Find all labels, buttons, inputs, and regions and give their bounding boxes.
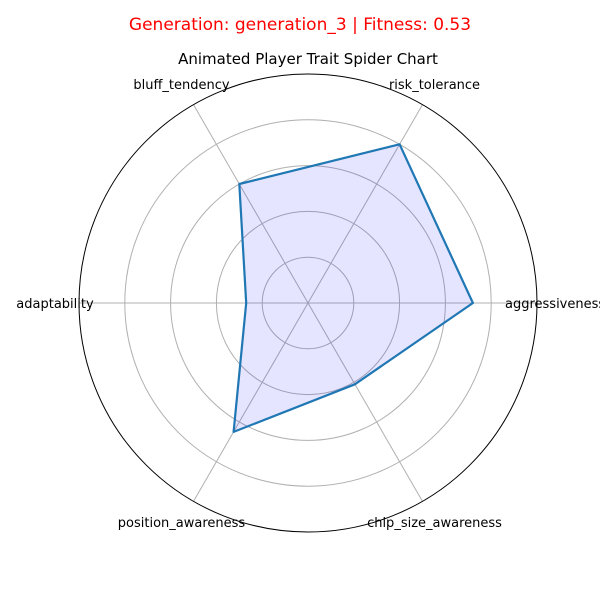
axis-label-risk_tolerance: risk_tolerance: [389, 78, 480, 93]
spoke-bluff_tendency: [193, 104, 309, 304]
axis-label-aggressiveness: aggressiveness: [505, 297, 600, 312]
data-point-aggressiveness: [472, 302, 474, 304]
data-point-chip_size_awareness: [354, 383, 356, 385]
axis-spokes: [79, 104, 537, 502]
spoke-position_awareness: [193, 302, 309, 502]
data-point-bluff_tendency: [238, 183, 240, 185]
spoke-chip_size_awareness: [307, 302, 423, 502]
series-layer: [232, 143, 474, 433]
axis-label-adaptability: adaptability: [16, 297, 94, 312]
axis-label-bluff_tendency: bluff_tendency: [133, 78, 230, 93]
polar-outline: [78, 73, 538, 533]
axis-label-chip_size_awareness: chip_size_awareness: [367, 516, 502, 531]
chart-title: Animated Player Trait Spider Chart: [178, 50, 438, 68]
axis-labels: aggressiveness risk_tolerance bluff_tenden…: [16, 78, 600, 531]
polar-outline-circle: [78, 73, 538, 533]
data-point-risk_tolerance: [399, 143, 401, 145]
spoke-risk_tolerance: [307, 104, 423, 304]
axis-label-position_awareness: position_awareness: [118, 516, 246, 531]
chart-suptitle: Generation: generation_3 | Fitness: 0.53: [129, 15, 471, 35]
data-point-position_awareness: [233, 431, 235, 433]
series-fill-0: [233, 144, 473, 432]
data-point-adaptability: [245, 302, 247, 304]
